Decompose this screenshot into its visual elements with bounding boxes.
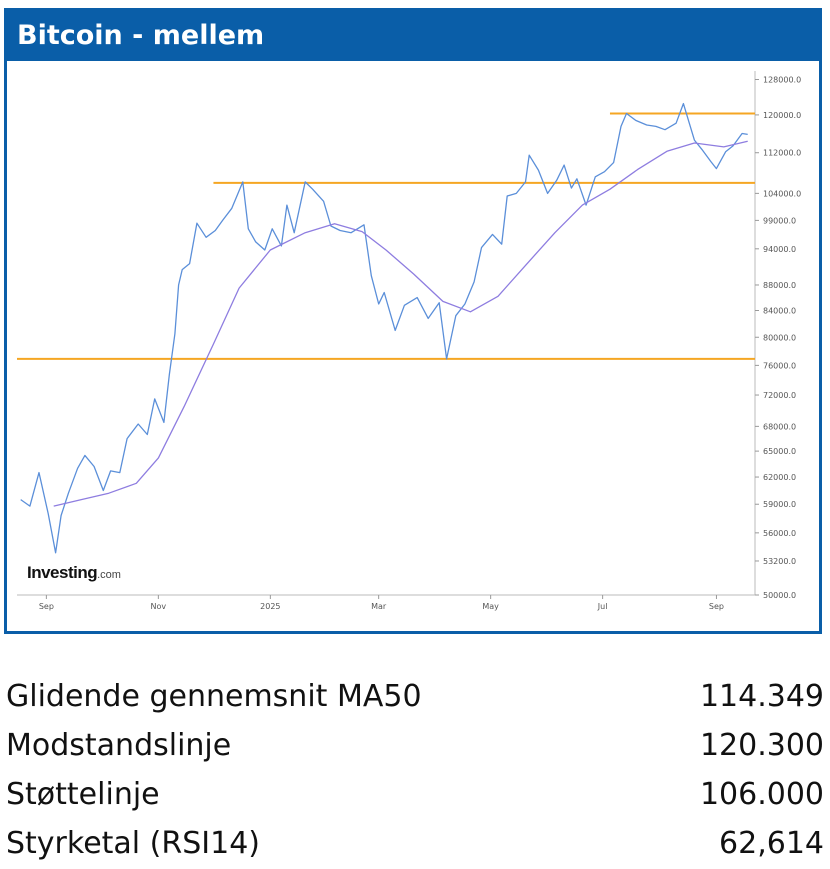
stat-row: Støttelinje 106.000 <box>6 770 824 819</box>
x-tick-label: Nov <box>151 602 167 611</box>
x-tick-label: Mar <box>371 602 387 611</box>
stats-table: Glidende gennemsnit MA50 114.349 Modstan… <box>6 672 824 868</box>
y-tick-label: 68000.0 <box>763 422 796 431</box>
y-tick-label: 128000.0 <box>763 76 801 85</box>
y-tick-label: 62000.0 <box>763 473 796 482</box>
y-tick-label: 59000.0 <box>763 500 796 509</box>
stat-label: Glidende gennemsnit MA50 <box>6 679 422 714</box>
y-tick-label: 50000.0 <box>763 591 796 600</box>
y-tick-label: 120000.0 <box>763 111 801 120</box>
y-tick-label: 99000.0 <box>763 216 796 225</box>
x-tick-label: May <box>482 602 499 611</box>
y-tick-label: 112000.0 <box>763 149 801 158</box>
investing-logo: Investing.com <box>27 563 121 583</box>
y-tick-label: 65000.0 <box>763 447 796 456</box>
chart-area: 128000.0 120000.0 112000.0 104000.0 99000.0 9… <box>7 61 819 631</box>
panel-title: Bitcoin - mellem <box>7 11 819 61</box>
y-tick-label: 104000.0 <box>763 189 801 198</box>
y-tick-label: 94000.0 <box>763 245 796 254</box>
stat-label: Styrketal (RSI14) <box>6 826 260 861</box>
stat-value: 120.300 <box>699 728 824 763</box>
y-tick-label: 53200.0 <box>763 557 796 566</box>
stat-row: Styrketal (RSI14) 62,614 <box>6 819 824 868</box>
stat-value: 106.000 <box>699 777 824 812</box>
y-tick-label: 56000.0 <box>763 529 796 538</box>
logo-suffix-text: .com <box>97 569 121 581</box>
logo-main-text: Investing <box>27 563 98 582</box>
stat-value: 62,614 <box>719 826 824 861</box>
y-tick-label: 80000.0 <box>763 333 796 342</box>
x-tick-label: Jul <box>597 602 608 611</box>
stat-row: Glidende gennemsnit MA50 114.349 <box>6 672 824 721</box>
x-tick-label: Sep <box>39 602 54 611</box>
stat-label: Modstandslinje <box>6 728 232 763</box>
stat-value: 114.349 <box>699 679 824 714</box>
bitcoin-price-chart: 128000.0 120000.0 112000.0 104000.0 99000.0 9… <box>17 71 801 611</box>
price-line <box>20 102 748 554</box>
y-tick-label: 88000.0 <box>763 281 796 290</box>
x-tick-label: 2025 <box>260 602 280 611</box>
y-tick-label: 76000.0 <box>763 361 796 370</box>
moving-average-line <box>53 140 748 507</box>
y-tick-label: 84000.0 <box>763 306 796 315</box>
y-tick-label: 72000.0 <box>763 391 796 400</box>
stat-label: Støttelinje <box>6 777 160 812</box>
stat-row: Modstandslinje 120.300 <box>6 721 824 770</box>
x-tick-label: Sep <box>709 602 724 611</box>
chart-panel: Bitcoin - mellem 128000.0 120000.0 112000.… <box>4 8 822 634</box>
